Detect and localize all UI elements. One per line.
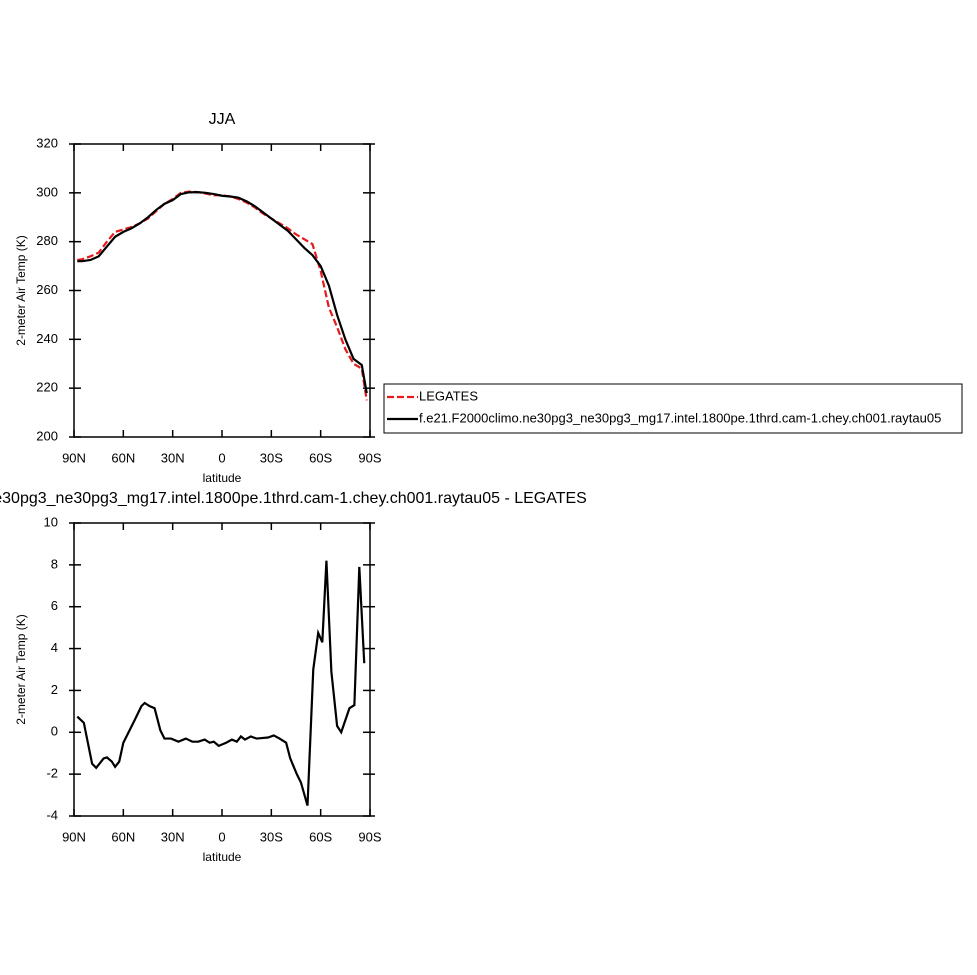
data-line <box>77 190 368 394</box>
data-line <box>77 190 368 401</box>
x-tick-label: 90S <box>358 450 381 465</box>
y-tick-label: 300 <box>36 184 58 199</box>
y-tick-label: 0 <box>51 724 58 739</box>
y-tick-label: -2 <box>46 766 58 781</box>
y-tick-label: -4 <box>46 807 58 822</box>
x-tick-label: 30S <box>260 829 283 844</box>
x-tick-label: 90N <box>62 450 86 465</box>
chart-title: JJA <box>209 111 236 128</box>
y-tick-label: 10 <box>44 514 58 529</box>
data-line <box>76 560 366 806</box>
y-tick-label: 280 <box>36 233 58 248</box>
y-axis-label: 2-meter Air Temp (K) <box>14 614 28 724</box>
x-axis-label: latitude <box>203 850 242 864</box>
x-tick-label: 30N <box>161 829 185 844</box>
y-tick-label: 200 <box>36 428 58 443</box>
legend-box <box>383 383 963 434</box>
x-tick-label: 0 <box>218 829 225 844</box>
x-tick-label: 60S <box>309 829 332 844</box>
plot-frame <box>73 522 371 817</box>
y-tick-label: 320 <box>36 135 58 150</box>
y-axis-label: 2-meter Air Temp (K) <box>14 235 28 345</box>
x-tick-label: 0 <box>218 450 225 465</box>
x-tick-label: 30N <box>161 450 185 465</box>
chart-title: f.e21.F2000climo.ne30pg3_ne30pg3_mg17.in… <box>0 490 587 507</box>
x-tick-label: 90N <box>62 829 86 844</box>
y-tick-label: 240 <box>36 331 58 346</box>
x-tick-label: 90S <box>358 829 381 844</box>
x-tick-label: 30S <box>260 450 283 465</box>
plot-frame <box>73 143 371 438</box>
y-tick-label: 220 <box>36 380 58 395</box>
x-tick-label: 60S <box>309 450 332 465</box>
y-tick-label: 8 <box>51 556 58 571</box>
legend-label: LEGATES <box>419 388 478 403</box>
x-tick-label: 60N <box>111 450 135 465</box>
x-axis-label: latitude <box>203 471 242 485</box>
legend-label: f.e21.F2000climo.ne30pg3_ne30pg3_mg17.in… <box>419 410 941 425</box>
y-tick-label: 2 <box>51 682 58 697</box>
x-tick-label: 60N <box>111 829 135 844</box>
y-tick-label: 4 <box>51 640 58 655</box>
y-tick-label: 6 <box>51 598 58 613</box>
y-tick-label: 260 <box>36 282 58 297</box>
